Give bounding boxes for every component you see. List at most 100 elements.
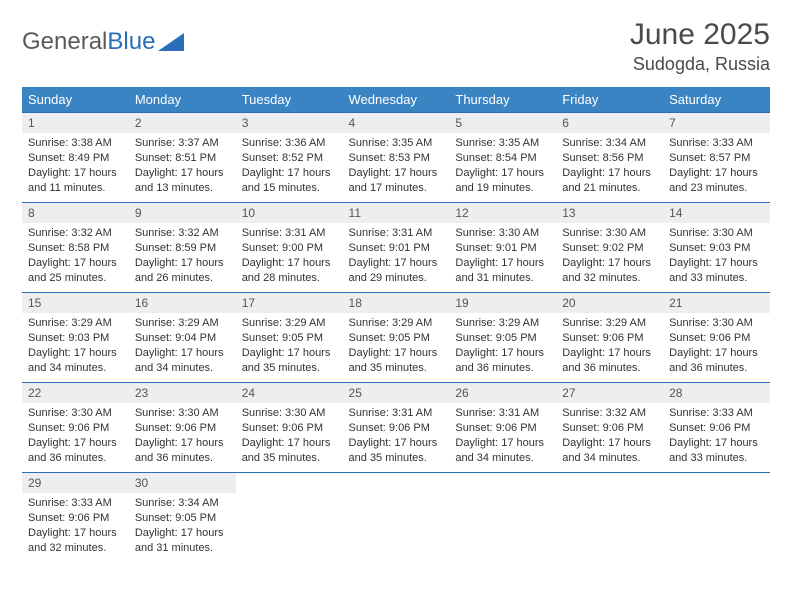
calendar-cell: 15Sunrise: 3:29 AMSunset: 9:03 PMDayligh… bbox=[22, 293, 129, 383]
day-number: 16 bbox=[129, 293, 236, 313]
month-title: June 2025 bbox=[630, 18, 770, 52]
day-details: Sunrise: 3:29 AMSunset: 9:03 PMDaylight:… bbox=[22, 313, 129, 381]
daylight-line: Daylight: 17 hours and 34 minutes. bbox=[135, 346, 230, 376]
day-number: 9 bbox=[129, 203, 236, 223]
daylight-line: Daylight: 17 hours and 33 minutes. bbox=[669, 256, 764, 286]
day-details: Sunrise: 3:34 AMSunset: 9:05 PMDaylight:… bbox=[129, 493, 236, 561]
day-number: 8 bbox=[22, 203, 129, 223]
day-number: 22 bbox=[22, 383, 129, 403]
sunrise-line: Sunrise: 3:32 AM bbox=[135, 226, 230, 241]
calendar-cell: 2Sunrise: 3:37 AMSunset: 8:51 PMDaylight… bbox=[129, 113, 236, 203]
calendar-cell: 16Sunrise: 3:29 AMSunset: 9:04 PMDayligh… bbox=[129, 293, 236, 383]
day-number: 12 bbox=[449, 203, 556, 223]
day-details: Sunrise: 3:30 AMSunset: 9:03 PMDaylight:… bbox=[663, 223, 770, 291]
calendar-cell: 20Sunrise: 3:29 AMSunset: 9:06 PMDayligh… bbox=[556, 293, 663, 383]
calendar-cell: 27Sunrise: 3:32 AMSunset: 9:06 PMDayligh… bbox=[556, 383, 663, 473]
calendar-cell: 22Sunrise: 3:30 AMSunset: 9:06 PMDayligh… bbox=[22, 383, 129, 473]
day-number: 29 bbox=[22, 473, 129, 493]
calendar-cell: 24Sunrise: 3:30 AMSunset: 9:06 PMDayligh… bbox=[236, 383, 343, 473]
daylight-line: Daylight: 17 hours and 36 minutes. bbox=[28, 436, 123, 466]
sunset-line: Sunset: 8:58 PM bbox=[28, 241, 123, 256]
calendar-cell bbox=[556, 473, 663, 563]
day-number: 28 bbox=[663, 383, 770, 403]
day-number: 25 bbox=[343, 383, 450, 403]
day-details: Sunrise: 3:30 AMSunset: 9:01 PMDaylight:… bbox=[449, 223, 556, 291]
daylight-line: Daylight: 17 hours and 35 minutes. bbox=[242, 346, 337, 376]
day-number: 26 bbox=[449, 383, 556, 403]
sunset-line: Sunset: 9:05 PM bbox=[349, 331, 444, 346]
sunrise-line: Sunrise: 3:35 AM bbox=[349, 136, 444, 151]
weekday-header: Saturday bbox=[663, 87, 770, 113]
day-number: 2 bbox=[129, 113, 236, 133]
daylight-line: Daylight: 17 hours and 34 minutes. bbox=[562, 436, 657, 466]
calendar-cell: 28Sunrise: 3:33 AMSunset: 9:06 PMDayligh… bbox=[663, 383, 770, 473]
day-number: 21 bbox=[663, 293, 770, 313]
sunrise-line: Sunrise: 3:30 AM bbox=[135, 406, 230, 421]
weekday-header: Monday bbox=[129, 87, 236, 113]
sunset-line: Sunset: 9:06 PM bbox=[562, 421, 657, 436]
day-number: 3 bbox=[236, 113, 343, 133]
calendar-cell: 1Sunrise: 3:38 AMSunset: 8:49 PMDaylight… bbox=[22, 113, 129, 203]
sunset-line: Sunset: 8:54 PM bbox=[455, 151, 550, 166]
sunrise-line: Sunrise: 3:29 AM bbox=[28, 316, 123, 331]
daylight-line: Daylight: 17 hours and 19 minutes. bbox=[455, 166, 550, 196]
sunrise-line: Sunrise: 3:32 AM bbox=[28, 226, 123, 241]
day-number: 24 bbox=[236, 383, 343, 403]
daylight-line: Daylight: 17 hours and 32 minutes. bbox=[28, 526, 123, 556]
day-details: Sunrise: 3:35 AMSunset: 8:54 PMDaylight:… bbox=[449, 133, 556, 201]
daylight-line: Daylight: 17 hours and 11 minutes. bbox=[28, 166, 123, 196]
day-details: Sunrise: 3:30 AMSunset: 9:06 PMDaylight:… bbox=[236, 403, 343, 471]
calendar-cell: 30Sunrise: 3:34 AMSunset: 9:05 PMDayligh… bbox=[129, 473, 236, 563]
day-number: 10 bbox=[236, 203, 343, 223]
day-number: 6 bbox=[556, 113, 663, 133]
sunset-line: Sunset: 9:06 PM bbox=[562, 331, 657, 346]
sunrise-line: Sunrise: 3:30 AM bbox=[669, 316, 764, 331]
daylight-line: Daylight: 17 hours and 33 minutes. bbox=[669, 436, 764, 466]
daylight-line: Daylight: 17 hours and 35 minutes. bbox=[242, 436, 337, 466]
sunrise-line: Sunrise: 3:33 AM bbox=[669, 136, 764, 151]
sunset-line: Sunset: 9:06 PM bbox=[455, 421, 550, 436]
logo-part1: General bbox=[22, 28, 107, 56]
sunrise-line: Sunrise: 3:31 AM bbox=[349, 226, 444, 241]
sunrise-line: Sunrise: 3:35 AM bbox=[455, 136, 550, 151]
sunset-line: Sunset: 9:05 PM bbox=[455, 331, 550, 346]
daylight-line: Daylight: 17 hours and 25 minutes. bbox=[28, 256, 123, 286]
sunset-line: Sunset: 9:06 PM bbox=[28, 421, 123, 436]
daylight-line: Daylight: 17 hours and 36 minutes. bbox=[135, 436, 230, 466]
day-details: Sunrise: 3:29 AMSunset: 9:06 PMDaylight:… bbox=[556, 313, 663, 381]
day-number: 17 bbox=[236, 293, 343, 313]
daylight-line: Daylight: 17 hours and 34 minutes. bbox=[28, 346, 123, 376]
day-details: Sunrise: 3:31 AMSunset: 9:01 PMDaylight:… bbox=[343, 223, 450, 291]
day-number: 27 bbox=[556, 383, 663, 403]
sunrise-line: Sunrise: 3:30 AM bbox=[669, 226, 764, 241]
calendar-cell bbox=[663, 473, 770, 563]
daylight-line: Daylight: 17 hours and 29 minutes. bbox=[349, 256, 444, 286]
calendar-week-row: 15Sunrise: 3:29 AMSunset: 9:03 PMDayligh… bbox=[22, 293, 770, 383]
sunrise-line: Sunrise: 3:30 AM bbox=[562, 226, 657, 241]
daylight-line: Daylight: 17 hours and 34 minutes. bbox=[455, 436, 550, 466]
sunset-line: Sunset: 8:53 PM bbox=[349, 151, 444, 166]
daylight-line: Daylight: 17 hours and 32 minutes. bbox=[562, 256, 657, 286]
day-details: Sunrise: 3:32 AMSunset: 8:58 PMDaylight:… bbox=[22, 223, 129, 291]
calendar-cell: 29Sunrise: 3:33 AMSunset: 9:06 PMDayligh… bbox=[22, 473, 129, 563]
calendar-week-row: 22Sunrise: 3:30 AMSunset: 9:06 PMDayligh… bbox=[22, 383, 770, 473]
day-number: 18 bbox=[343, 293, 450, 313]
daylight-line: Daylight: 17 hours and 28 minutes. bbox=[242, 256, 337, 286]
day-details: Sunrise: 3:30 AMSunset: 9:06 PMDaylight:… bbox=[22, 403, 129, 471]
weekday-header: Friday bbox=[556, 87, 663, 113]
day-details: Sunrise: 3:30 AMSunset: 9:06 PMDaylight:… bbox=[663, 313, 770, 381]
sunset-line: Sunset: 9:06 PM bbox=[349, 421, 444, 436]
sunrise-line: Sunrise: 3:30 AM bbox=[455, 226, 550, 241]
weekday-header: Thursday bbox=[449, 87, 556, 113]
day-details: Sunrise: 3:33 AMSunset: 9:06 PMDaylight:… bbox=[663, 403, 770, 471]
sunset-line: Sunset: 9:01 PM bbox=[455, 241, 550, 256]
sunset-line: Sunset: 8:59 PM bbox=[135, 241, 230, 256]
daylight-line: Daylight: 17 hours and 21 minutes. bbox=[562, 166, 657, 196]
sunset-line: Sunset: 9:05 PM bbox=[135, 511, 230, 526]
sunrise-line: Sunrise: 3:29 AM bbox=[349, 316, 444, 331]
calendar-week-row: 1Sunrise: 3:38 AMSunset: 8:49 PMDaylight… bbox=[22, 113, 770, 203]
sunset-line: Sunset: 8:56 PM bbox=[562, 151, 657, 166]
sunset-line: Sunset: 9:06 PM bbox=[242, 421, 337, 436]
sunrise-line: Sunrise: 3:31 AM bbox=[242, 226, 337, 241]
daylight-line: Daylight: 17 hours and 31 minutes. bbox=[455, 256, 550, 286]
